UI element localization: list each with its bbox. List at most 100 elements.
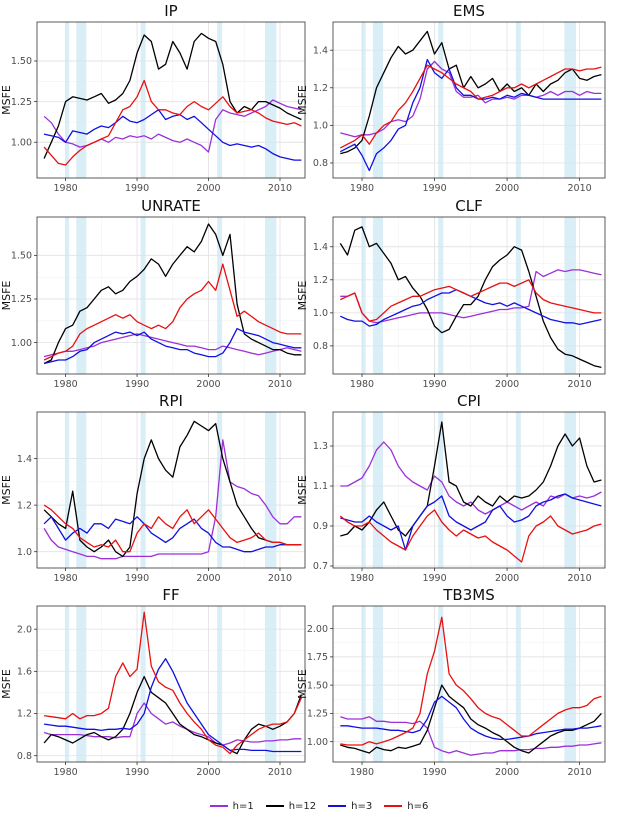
panel-rpi: 1980 1990 2000 2010 1.0 1.2 1.4 RPI MSFE	[0, 392, 306, 584]
series-line-h1	[340, 441, 602, 515]
x-tick-label: 1980	[53, 767, 77, 778]
recession-band	[76, 22, 87, 178]
series-line-h3	[43, 516, 302, 553]
y-tick-label: 1.00	[11, 137, 32, 148]
panel-border	[332, 411, 606, 569]
x-tick-label: 2010	[568, 767, 592, 778]
series-line-h6	[340, 64, 602, 149]
series-line-h6	[340, 616, 602, 746]
recession-band	[515, 217, 521, 374]
y-axis-label: MSFE	[0, 669, 13, 699]
panel-ff: 1980 1990 2000 2010 0.8 1.2 1.6 2.0 FF MSFE	[0, 586, 306, 778]
x-tick-label: 2000	[495, 573, 519, 584]
series-line-h12	[43, 420, 302, 558]
x-tick-label: 1990	[422, 379, 446, 390]
series-line-h12	[339, 226, 602, 369]
legend-swatch-h12	[265, 805, 284, 807]
series-line-h3	[340, 493, 602, 551]
series-group	[339, 226, 602, 369]
legend-item-h3: h=3	[328, 801, 372, 812]
y-tick-label: 0.8	[313, 158, 328, 169]
series-line-h1	[340, 269, 602, 324]
x-tick-label: 1980	[53, 573, 77, 584]
y-axis-label: MSFE	[296, 85, 309, 115]
x-tick-label: 2010	[268, 379, 292, 390]
chart-title-ip: IP	[164, 2, 177, 20]
recession-band	[217, 217, 223, 374]
y-tick-label: 1.75	[307, 652, 328, 663]
recession-band	[564, 606, 576, 762]
legend: h=1 h=12 h=3 h=6	[0, 796, 638, 816]
recession-band	[564, 22, 576, 178]
y-tick-label: 1.2	[313, 83, 328, 94]
x-tick-label: 2000	[495, 379, 519, 390]
series-group	[43, 223, 302, 365]
chart-title-ems: EMS	[453, 2, 485, 20]
panel-tb3ms: 1980 1990 2000 2010 1.00 1.25 1.50 1.75 2.00 TB3M…	[296, 586, 606, 778]
series-line-h1	[43, 439, 302, 560]
recession-band	[362, 412, 366, 568]
recession-band	[438, 22, 444, 178]
recession-band	[564, 412, 576, 568]
x-tick-label: 2000	[495, 767, 519, 778]
panel-ems: 1980 1990 2000 2010 0.8 1.0 1.2 1.4 EMS MSFE	[296, 2, 606, 194]
y-tick-label: 1.4	[17, 454, 32, 465]
recession-band	[140, 217, 146, 374]
y-axis-label: MSFE	[0, 475, 13, 505]
panel-border	[36, 605, 306, 763]
x-tick-label: 1990	[125, 573, 149, 584]
x-tick-label: 1980	[350, 183, 374, 194]
x-tick-label: 2000	[495, 183, 519, 194]
series-line-h3	[43, 327, 302, 365]
x-tick-label: 2010	[568, 379, 592, 390]
x-tick-label: 2010	[568, 183, 592, 194]
panel-border	[332, 216, 606, 375]
series-line-h12	[340, 30, 602, 155]
y-tick-label: 1.25	[307, 709, 328, 720]
recession-band	[264, 217, 277, 374]
y-tick-label: 0.8	[313, 341, 328, 352]
x-tick-label: 2000	[196, 379, 220, 390]
recession-band	[438, 217, 444, 374]
recession-band	[372, 217, 384, 374]
recession-band	[65, 606, 70, 762]
y-tick-label: 1.1	[313, 481, 328, 492]
x-tick-label: 1980	[350, 573, 374, 584]
series-group	[43, 611, 303, 755]
series-line-h6	[43, 79, 302, 166]
y-tick-label: 1.00	[307, 737, 328, 748]
y-tick-label: 1.3	[313, 441, 328, 452]
chart-title-tb3ms: TB3MS	[442, 586, 494, 604]
x-tick-label: 1980	[350, 379, 374, 390]
series-line-h12	[340, 684, 602, 754]
recession-band	[264, 22, 277, 178]
recession-band	[362, 217, 366, 374]
y-axis-label: MSFE	[0, 281, 13, 311]
legend-swatch-h6	[384, 805, 403, 807]
y-tick-label: 1.00	[11, 338, 32, 349]
series-line-h1	[340, 60, 602, 138]
panel-border	[36, 21, 306, 179]
x-tick-label: 1990	[422, 183, 446, 194]
y-tick-label: 1.2	[17, 500, 32, 511]
legend-item-h12: h=12	[265, 800, 317, 812]
x-tick-label: 1990	[125, 379, 149, 390]
y-axis-label: MSFE	[296, 281, 309, 311]
recession-band	[362, 22, 366, 178]
series-line-h3	[340, 695, 602, 741]
recession-band	[65, 412, 70, 568]
legend-item-h1: h=1	[209, 801, 254, 812]
y-tick-label: 1.2	[313, 275, 328, 286]
recession-band	[140, 412, 146, 568]
series-line-h3	[44, 658, 302, 753]
y-axis-label: MSFE	[0, 85, 13, 115]
series-line-h12	[43, 223, 302, 365]
y-tick-label: 1.25	[11, 294, 32, 305]
y-tick-label: 0.9	[313, 521, 328, 532]
y-tick-label: 1.50	[307, 680, 328, 691]
panel-border	[36, 411, 306, 569]
legend-label-h12: h=12	[288, 800, 317, 812]
panel-border	[332, 605, 606, 763]
series-line-h1	[43, 333, 302, 358]
